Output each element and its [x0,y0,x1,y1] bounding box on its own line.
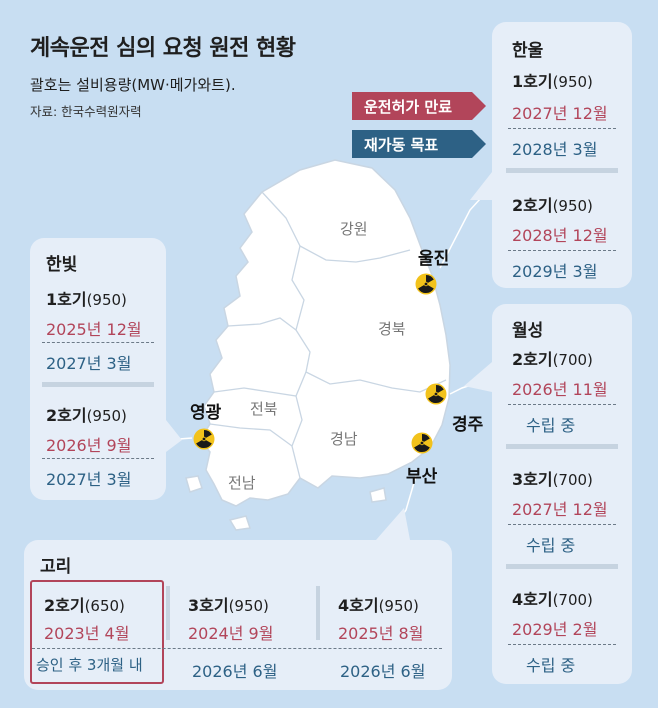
unit-separator [506,444,618,449]
legend-restart: 재가동 목표 [352,130,472,158]
island-2 [228,515,251,531]
restart-status: 수립 중 [526,536,576,555]
callout-kori [376,508,410,540]
site-busan: 부산 [406,467,438,487]
legend-expiry: 운전허가 만료 [352,92,472,120]
site-uljin: 울진 [418,249,450,269]
highlight-box [30,580,164,684]
expiry-date: 2024년 9월 [188,624,274,643]
region-jeonbuk: 전북 [250,400,278,418]
panel-kori: 고리 2호기(650) 2023년 4월 승인 후 3개월 내 3호기(950)… [24,540,452,690]
province-border [291,395,303,479]
unit-label: 2호기(700) [512,350,593,369]
panel-hanul: 한울 1호기(950) 2027년 12월 2028년 3월 2호기(950) … [492,22,632,288]
page-title: 계속운전 심의 요청 원전 현황 [30,36,296,61]
divider [508,644,616,645]
plant-name: 한울 [512,41,544,61]
unit-label: 1호기(950) [512,72,593,91]
island-1 [185,475,203,493]
source-note: 자료: 한국수력원자력 [30,104,142,119]
province-border [227,317,297,331]
restart-date: 2029년 3월 [512,262,598,281]
restart-date: 2027년 3월 [46,470,132,489]
callout-hanul [470,172,492,200]
restart-date: 승인 후 3개월 내 [36,656,143,674]
unit-separator [506,168,618,173]
divider [42,342,154,343]
restart-date: 2028년 3월 [512,140,598,159]
expiry-date: 2025년 8월 [338,624,424,643]
radiation-icon [411,432,433,454]
unit-separator [506,564,618,569]
divider [42,458,154,459]
legend-restart-label: 재가동 목표 [364,135,439,154]
divider [508,128,616,129]
region-gyeongnam: 경남 [330,430,358,448]
unit-label: 2호기(650) [44,596,125,615]
site-gyeongju: 경주 [452,415,484,435]
radiation-icon [415,273,437,295]
unit-label: 4호기(700) [512,590,593,609]
plant-name: 한빛 [46,255,78,275]
unit-label: 4호기(950) [338,596,419,615]
region-gyeongbuk: 경북 [378,320,406,338]
expiry-date: 2026년 11월 [512,380,608,399]
unit-separator [42,382,154,387]
region-jeonnam: 전남 [228,474,256,492]
unit-label: 1호기(950) [46,290,127,309]
province-border [209,423,293,447]
island-3 [369,487,387,503]
plant-name: 월성 [512,321,544,341]
callout-wolsong [464,362,492,392]
restart-date: 2026년 6월 [192,662,278,681]
unit-separator [316,586,320,640]
expiry-date: 2026년 9월 [46,436,132,455]
restart-status: 수립 중 [526,416,576,435]
expiry-date: 2028년 12월 [512,226,608,245]
expiry-date: 2027년 12월 [512,104,608,123]
expiry-date: 2027년 12월 [512,500,608,519]
divider [508,524,616,525]
mainland-outline [199,159,451,507]
unit-label: 3호기(700) [512,470,593,489]
restart-date: 2027년 3월 [46,354,132,373]
plant-name: 고리 [40,557,72,577]
restart-status: 수립 중 [526,656,576,675]
expiry-date: 2025년 12월 [46,320,142,339]
callout-hanbit [166,420,182,452]
unit-label: 3호기(950) [188,596,269,615]
unit-label: 2호기(950) [46,406,127,425]
divider [32,648,442,649]
panel-hanbit: 한빛 1호기(950) 2025년 12월 2027년 3월 2호기(950) … [30,238,166,500]
province-border [213,371,307,397]
region-gangwon: 강원 [340,220,368,238]
legend-expiry-arrow [472,92,486,120]
panel-wolsong: 월성 2호기(700) 2026년 11월 수립 중 3호기(700) 2027… [492,304,632,684]
divider [508,404,616,405]
legend-restart-arrow [472,130,486,158]
site-yeonggwang: 영광 [190,403,222,423]
unit-label: 2호기(950) [512,196,593,215]
radiation-icon [193,428,215,450]
province-border [261,191,411,263]
radiation-icon [425,383,447,405]
subtitle: 괄호는 설비용량(MW·메가와트). [30,76,236,94]
legend-expiry-label: 운전허가 만료 [364,97,453,116]
expiry-date: 2023년 4월 [44,624,130,643]
expiry-date: 2029년 2월 [512,620,598,639]
divider [508,250,616,251]
unit-separator [166,586,170,640]
restart-date: 2026년 6월 [340,662,426,681]
